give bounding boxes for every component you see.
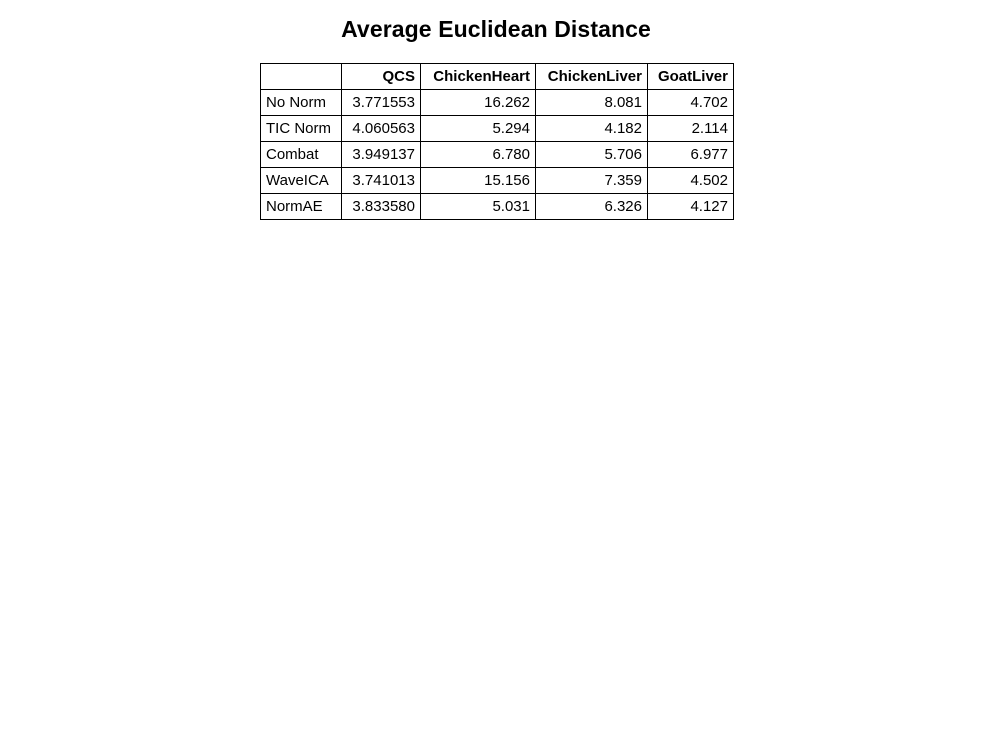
table-row: Combat 3.949137 6.780 5.706 6.977 [260,141,734,168]
row-label-tic-norm: TIC Norm [260,115,342,142]
row-label-waveica: WaveICA [260,167,342,194]
table-row: NormAE 3.833580 5.031 6.326 4.127 [260,193,734,220]
cell-chickenheart: 5.294 [420,115,536,142]
cell-qcs: 3.833580 [341,193,421,220]
header-row: QCS ChickenHeart ChickenLiver GoatLiver [260,63,734,90]
cell-goatliver: 4.502 [647,167,734,194]
cell-goatliver: 2.114 [647,115,734,142]
cell-chickenliver: 7.359 [535,167,648,194]
table-row: TIC Norm 4.060563 5.294 4.182 2.114 [260,115,734,142]
table-row: No Norm 3.771553 16.262 8.081 4.702 [260,89,734,116]
column-header-chickenheart: ChickenHeart [420,63,536,90]
column-header-chickenliver: ChickenLiver [535,63,648,90]
table-row: WaveICA 3.741013 15.156 7.359 4.502 [260,167,734,194]
row-label-no-norm: No Norm [260,89,342,116]
cell-qcs: 3.949137 [341,141,421,168]
cell-qcs: 3.771553 [341,89,421,116]
column-header-goatliver: GoatLiver [647,63,734,90]
cell-chickenheart: 15.156 [420,167,536,194]
cell-qcs: 3.741013 [341,167,421,194]
cell-goatliver: 4.127 [647,193,734,220]
cell-chickenliver: 8.081 [535,89,648,116]
cell-chickenliver: 5.706 [535,141,648,168]
cell-chickenliver: 4.182 [535,115,648,142]
cell-goatliver: 6.977 [647,141,734,168]
cell-goatliver: 4.702 [647,89,734,116]
cell-chickenheart: 6.780 [420,141,536,168]
row-label-combat: Combat [260,141,342,168]
corner-header-cell [260,63,342,90]
chart-title: Average Euclidean Distance [341,16,651,42]
row-label-normae: NormAE [260,193,342,220]
cell-chickenheart: 16.262 [420,89,536,116]
cell-chickenliver: 6.326 [535,193,648,220]
distance-table: QCS ChickenHeart ChickenLiver GoatLiver … [260,63,734,220]
cell-qcs: 4.060563 [341,115,421,142]
column-header-qcs: QCS [341,63,421,90]
cell-chickenheart: 5.031 [420,193,536,220]
